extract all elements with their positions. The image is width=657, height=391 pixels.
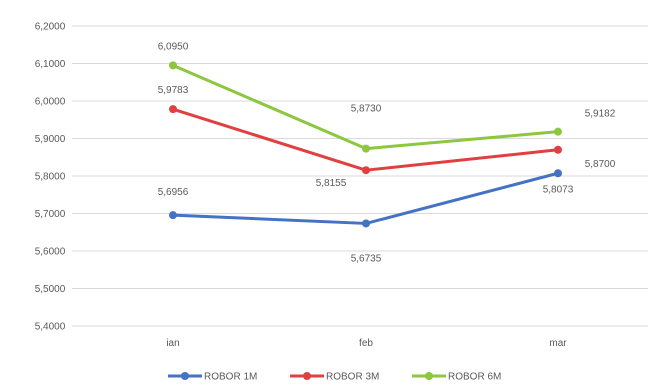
series-line xyxy=(171,107,560,172)
legend-marker xyxy=(425,372,433,380)
x-category-label: ian xyxy=(166,338,179,349)
data-point xyxy=(554,145,562,154)
data-label: 5,9182 xyxy=(585,109,616,120)
y-tick-label: 5,8000 xyxy=(35,172,66,183)
data-label: 5,6735 xyxy=(351,253,382,264)
series-lines xyxy=(171,63,560,225)
data-labels: 5,6956 5,6735 5,8073 5,9783 5,8155 5,8700 6,09… xyxy=(158,41,616,264)
data-point xyxy=(362,144,370,153)
data-point xyxy=(554,127,562,136)
data-label: 5,8700 xyxy=(585,159,616,170)
data-label: 5,8073 xyxy=(543,184,574,195)
legend-label: ROBOR 1M xyxy=(204,372,257,383)
legend-label: ROBOR 3M xyxy=(326,372,379,383)
y-tick-label: 5,7000 xyxy=(35,209,66,220)
y-axis-tick-labels: 5,4000 5,5000 5,6000 5,7000 5,8000 5,9000 6,00… xyxy=(35,22,66,333)
y-tick-label: 6,1000 xyxy=(35,59,66,70)
y-tick-label: 6,2000 xyxy=(35,22,66,33)
y-tick-label: 6,0000 xyxy=(35,97,66,108)
data-label: 6,0950 xyxy=(158,41,189,52)
data-label: 5,8155 xyxy=(316,178,347,189)
data-point xyxy=(554,169,562,178)
data-point xyxy=(362,166,370,175)
y-tick-label: 5,9000 xyxy=(35,134,66,145)
series-markers xyxy=(169,61,562,228)
y-tick-label: 5,4000 xyxy=(35,322,66,333)
data-label: 5,9783 xyxy=(158,85,189,96)
legend: ROBOR 1M ROBOR 3M ROBOR 6M xyxy=(168,372,501,383)
data-point xyxy=(169,61,177,70)
data-point xyxy=(362,219,370,228)
data-label: 5,6956 xyxy=(158,187,189,198)
gridlines xyxy=(72,25,648,327)
x-axis-category-labels: ian feb mar xyxy=(166,338,567,349)
legend-marker xyxy=(303,372,311,380)
series-line xyxy=(171,171,560,225)
data-label: 5,8730 xyxy=(351,104,382,115)
legend-marker xyxy=(181,372,189,380)
y-tick-label: 5,5000 xyxy=(35,284,66,295)
x-category-label: mar xyxy=(549,338,567,349)
x-category-label: feb xyxy=(359,338,373,349)
legend-label: ROBOR 6M xyxy=(448,372,501,383)
data-point xyxy=(169,211,177,220)
y-tick-label: 5,6000 xyxy=(35,247,66,258)
data-point xyxy=(169,105,177,114)
